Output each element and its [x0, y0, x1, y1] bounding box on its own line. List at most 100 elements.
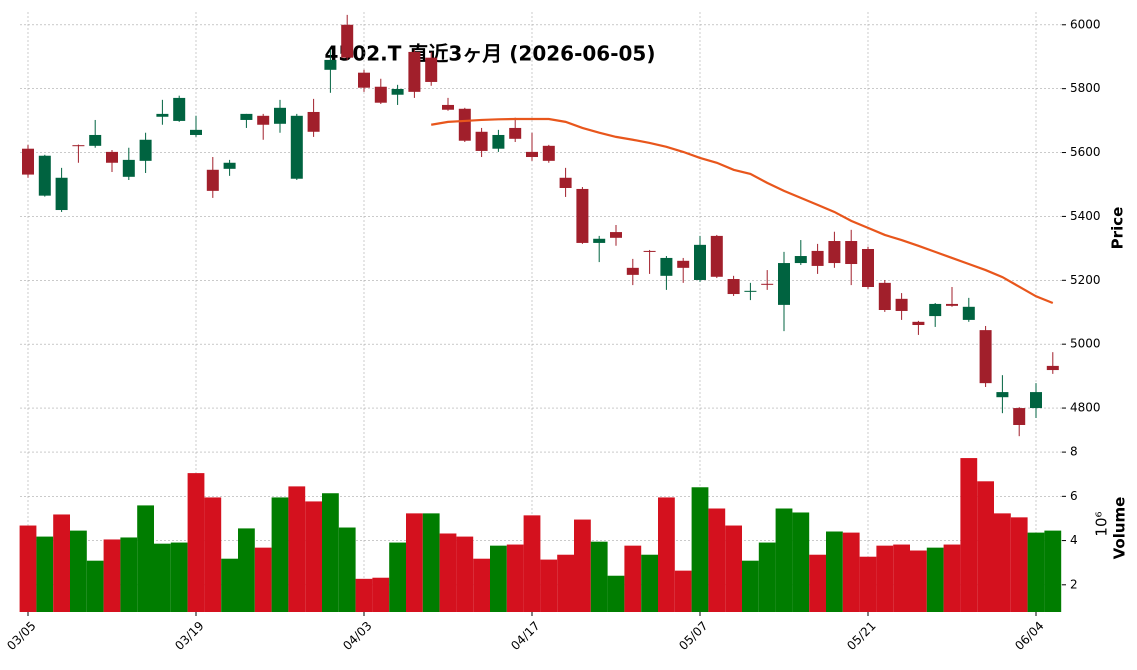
volume-axis-label: Volume [1111, 497, 1129, 560]
candle-body [425, 57, 438, 82]
candle-body [929, 303, 942, 317]
candle-body [862, 248, 874, 288]
x-tick-label: 04/03 [340, 619, 374, 653]
candle-body [408, 51, 421, 92]
volume-bar [641, 554, 658, 612]
volume-bar [389, 542, 406, 612]
candle-body [677, 260, 690, 268]
volume-bar [1044, 530, 1062, 612]
volume-bar [473, 558, 490, 612]
candle-body [223, 162, 236, 169]
volume-bar [86, 560, 104, 612]
volume-bar [943, 544, 961, 612]
y-tick-label: 5400 [1070, 209, 1101, 223]
volume-bar [36, 536, 54, 612]
volume-bar [994, 513, 1011, 612]
candle-body [845, 241, 858, 265]
volume-tick-label: 2 [1070, 577, 1078, 591]
volume-bar [775, 508, 793, 612]
y-tick-label: 4800 [1070, 401, 1101, 415]
y-tick-label: 5200 [1070, 273, 1101, 287]
volume-bar [506, 544, 524, 612]
volume-bar [137, 505, 154, 612]
candle-body [996, 392, 1009, 398]
candle-body [290, 115, 303, 179]
volume-bar [120, 537, 138, 612]
volume-bar [926, 547, 944, 612]
candle-body [744, 290, 757, 292]
volume-bar [355, 578, 373, 612]
y-tick-label: 5600 [1070, 145, 1101, 159]
volume-bar [826, 531, 843, 612]
candle-body [509, 127, 522, 139]
volume-bar [674, 570, 692, 612]
y-tick-label: 5800 [1070, 81, 1101, 95]
volume-bar [893, 544, 910, 612]
y-axis-label: Price [1109, 207, 1127, 250]
candle-body [979, 330, 992, 384]
volume-bar [1027, 532, 1045, 612]
volume-tick-label: 4 [1070, 533, 1078, 547]
volume-bar [574, 519, 591, 612]
candle-body [442, 104, 454, 110]
volume-tick-label: 8 [1070, 445, 1078, 459]
candle-body [710, 235, 723, 277]
candle-body [458, 108, 471, 141]
candle-body [912, 321, 925, 326]
volume-bar [540, 559, 558, 612]
candle-body [89, 134, 102, 146]
candle-body [1013, 408, 1026, 425]
volume-bar [977, 481, 994, 612]
candle-body [72, 145, 85, 147]
volume-bar [658, 497, 675, 612]
candle-body [660, 257, 673, 276]
volume-bar [691, 487, 709, 612]
candle-body [946, 303, 958, 306]
candle-body [794, 256, 807, 264]
volume-bar [70, 530, 87, 612]
candle-body [374, 86, 387, 103]
volume-bar [372, 577, 390, 612]
volume-bar [422, 513, 440, 612]
volume-bar [842, 532, 860, 612]
volume-bar [624, 545, 642, 612]
volume-bar [523, 515, 541, 612]
candle-body [593, 238, 606, 243]
candle-body [610, 232, 622, 238]
candle-body [156, 113, 169, 117]
candle-body [828, 241, 841, 264]
grid-layer [20, 12, 1062, 612]
candle-body [1046, 365, 1059, 371]
candle-body [106, 151, 118, 163]
candle-body [324, 59, 337, 70]
candle-body [694, 244, 706, 280]
candle-body [878, 282, 891, 311]
volume-bar [439, 533, 457, 612]
candle-body [55, 177, 68, 211]
volume-bar [960, 458, 978, 612]
candle-body [542, 145, 555, 161]
candle-body [307, 111, 320, 132]
volume-bar [758, 542, 776, 612]
volume-bar [53, 514, 70, 612]
volume-bar [19, 525, 37, 612]
candle-body [22, 148, 34, 175]
x-tick-label: 03/05 [4, 619, 38, 653]
candle-body [811, 250, 824, 266]
volume-bar [204, 497, 222, 612]
candle-body [526, 151, 538, 158]
volume-bar [809, 554, 826, 612]
volume-bar [406, 513, 423, 612]
volume-bar [708, 508, 726, 612]
chart-title: 4502.T 直近3ヶ月 (2026-06-05) [325, 42, 656, 66]
candle-body [626, 267, 639, 275]
x-tick-label: 03/19 [172, 619, 206, 653]
volume-bar [792, 512, 810, 612]
volume-bar [221, 558, 238, 612]
volume-bar [557, 554, 574, 612]
candle-body [358, 72, 370, 88]
candle-body [778, 263, 790, 305]
volume-bar [1010, 517, 1028, 612]
